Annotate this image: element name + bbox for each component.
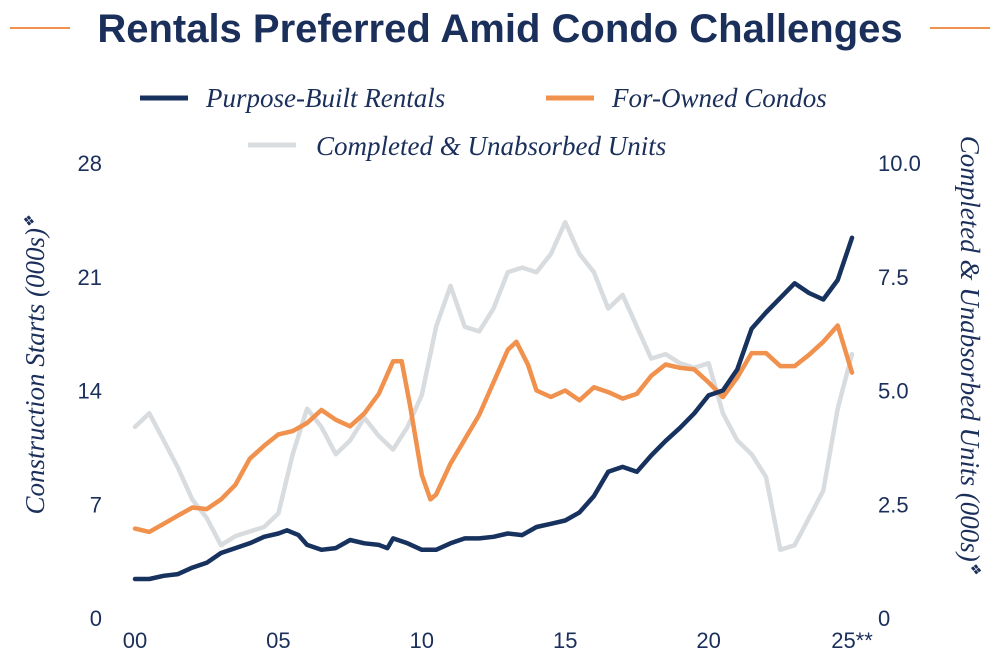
- y-right-tick-label: 7.5: [878, 265, 909, 290]
- y-left-axis-title: Construction Starts (000s)❖: [20, 215, 50, 515]
- chart-title: Rentals Preferred Amid Condo Challenges: [97, 7, 902, 51]
- series-line-completed-unabsorbed-units: [132, 219, 855, 553]
- x-tick-label: 20: [696, 628, 720, 653]
- y-right-tick-label: 2.5: [878, 492, 909, 517]
- y-left-tick-label: 7: [90, 492, 102, 517]
- plot-area: [132, 219, 855, 582]
- legend-item-for-owned-condos: For-Owned Condos: [546, 83, 827, 113]
- x-tick-label: 15: [553, 628, 577, 653]
- y-left-tick-label: 21: [78, 265, 102, 290]
- legend-label-completed-unabsorbed: Completed & Unabsorbed Units: [316, 131, 666, 161]
- series-line-for-owned-condos: [132, 323, 855, 535]
- x-ticks: 00 05 10 15 20 25**: [123, 628, 873, 653]
- y-right-label-marker: ❖: [967, 562, 982, 575]
- legend-item-purpose-built-rentals: Purpose-Built Rentals: [140, 83, 445, 113]
- y-right-tick-label: 5.0: [878, 379, 909, 404]
- y-left-tick-label: 28: [78, 151, 102, 176]
- y-left-label-marker: ❖: [23, 215, 38, 228]
- y-right-tick-label: 10.0: [878, 151, 921, 176]
- y-left-tick-label: 0: [90, 606, 102, 631]
- x-tick-label: 05: [266, 628, 290, 653]
- legend: Purpose-Built Rentals For-Owned Condos C…: [140, 83, 827, 161]
- x-tick-label: 10: [410, 628, 434, 653]
- x-tick-label: 00: [123, 628, 147, 653]
- x-tick-label: 25**: [831, 628, 873, 653]
- legend-label-purpose-built-rentals: Purpose-Built Rentals: [205, 83, 445, 113]
- series-line-purpose-built-rentals: [132, 235, 855, 582]
- y-right-axis-title: Completed & Unabsorbed Units (000s)❖: [955, 136, 985, 575]
- y-left-ticks: 0 7 14 21 28: [78, 151, 102, 631]
- y-right-tick-label: 0: [878, 606, 890, 631]
- y-left-tick-label: 14: [78, 379, 102, 404]
- legend-item-completed-unabsorbed: Completed & Unabsorbed Units: [248, 131, 666, 161]
- legend-label-for-owned-condos: For-Owned Condos: [611, 83, 827, 113]
- y-right-ticks: 0 2.5 5.0 7.5 10.0: [878, 151, 921, 631]
